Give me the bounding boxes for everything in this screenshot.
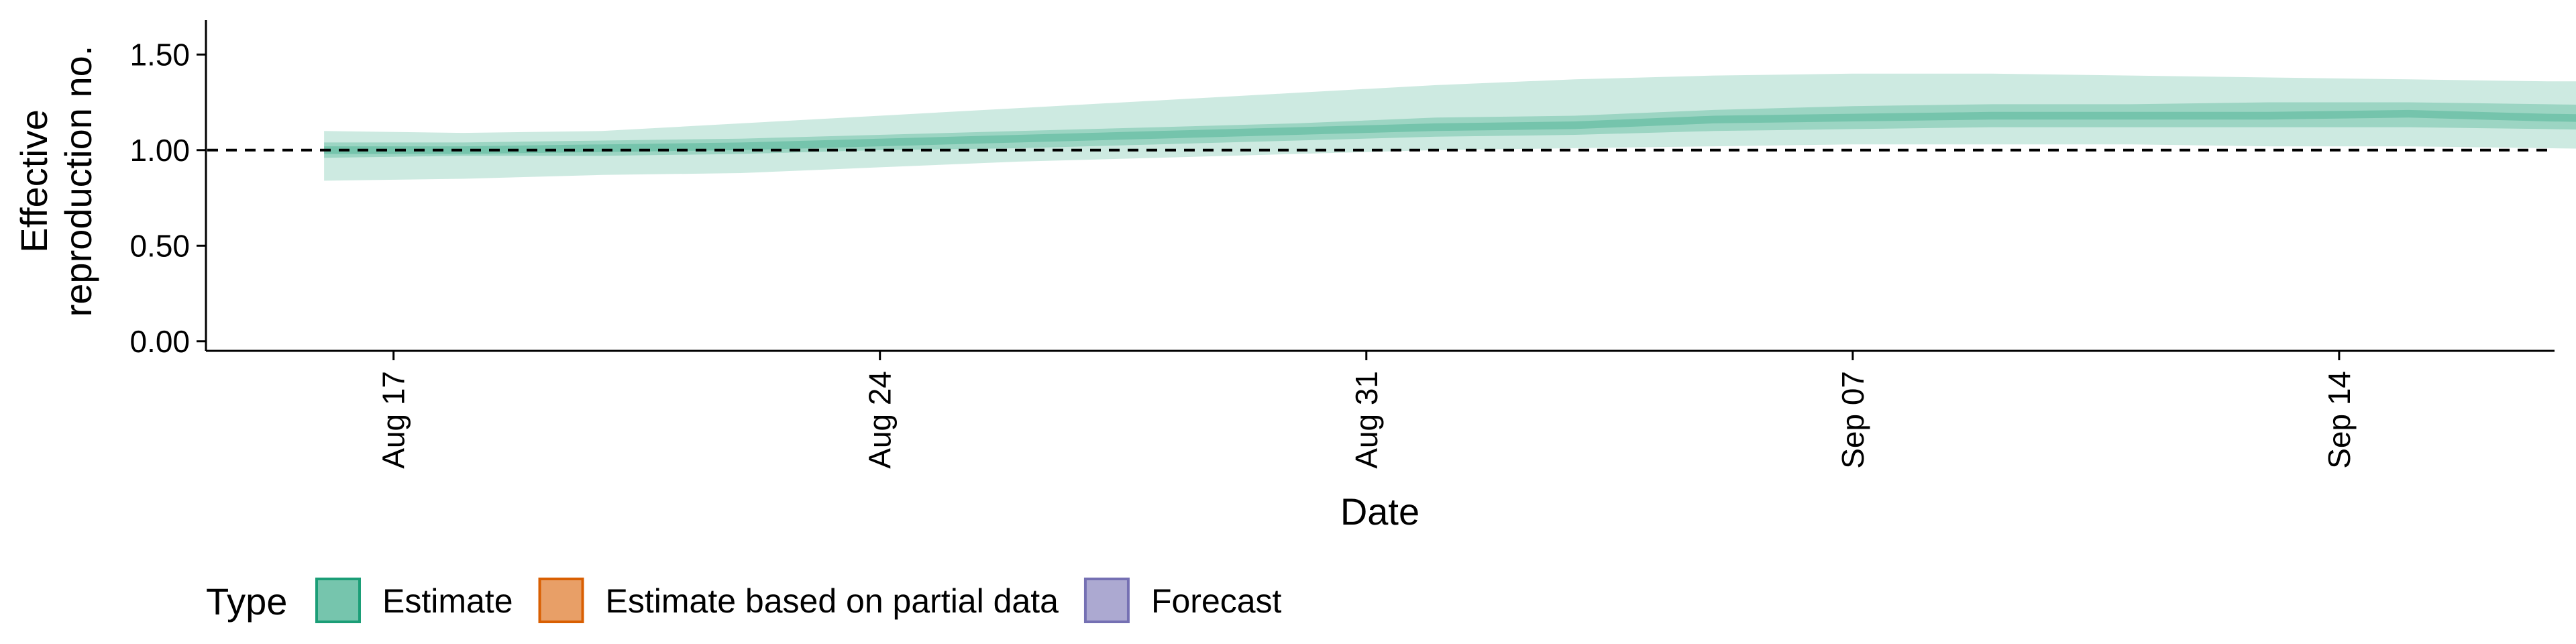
legend-swatch: [1085, 579, 1128, 622]
y-tick-label: 1.50: [129, 37, 190, 72]
x-tick-label: Sep 14: [2322, 371, 2357, 469]
legend-label: Forecast: [1151, 582, 1282, 620]
y-axis-title-line-2: reproduction no.: [57, 46, 99, 317]
y-tick-label: 1.00: [129, 133, 190, 168]
x-tick-label: Aug 24: [863, 371, 898, 469]
legend-entries: Estimate Estimate based on partial data Fo…: [317, 579, 1282, 622]
plot-area: [207, 20, 2576, 351]
y-axis-ticks: 0.00 0.50 1.00 1.50: [129, 37, 206, 358]
y-tick-label: 0.50: [129, 228, 190, 263]
ribbon-layer: [324, 34, 2576, 206]
y-tick-label: 0.00: [129, 324, 190, 359]
legend-entry-estimate-based-on-partial-data: Estimate based on partial data: [540, 579, 1059, 622]
x-tick-label: Aug 31: [1349, 371, 1384, 469]
x-tick-label: Aug 17: [376, 371, 411, 469]
legend-label: Estimate based on partial data: [606, 582, 1059, 620]
legend-title: Type: [206, 580, 287, 623]
x-axis-title: Date: [1340, 490, 1419, 533]
legend-label: Estimate: [382, 582, 513, 620]
legend-entry-forecast: Forecast: [1085, 579, 1282, 622]
y-axis-title-line-1: Effective: [13, 109, 55, 253]
legend-entry-estimate: Estimate: [317, 579, 513, 622]
x-tick-label: Sep 07: [1835, 371, 1870, 469]
legend: Type Estimate Estimate based on partial d…: [206, 579, 1282, 623]
legend-swatch: [540, 579, 583, 622]
legend-swatch: [317, 579, 360, 622]
